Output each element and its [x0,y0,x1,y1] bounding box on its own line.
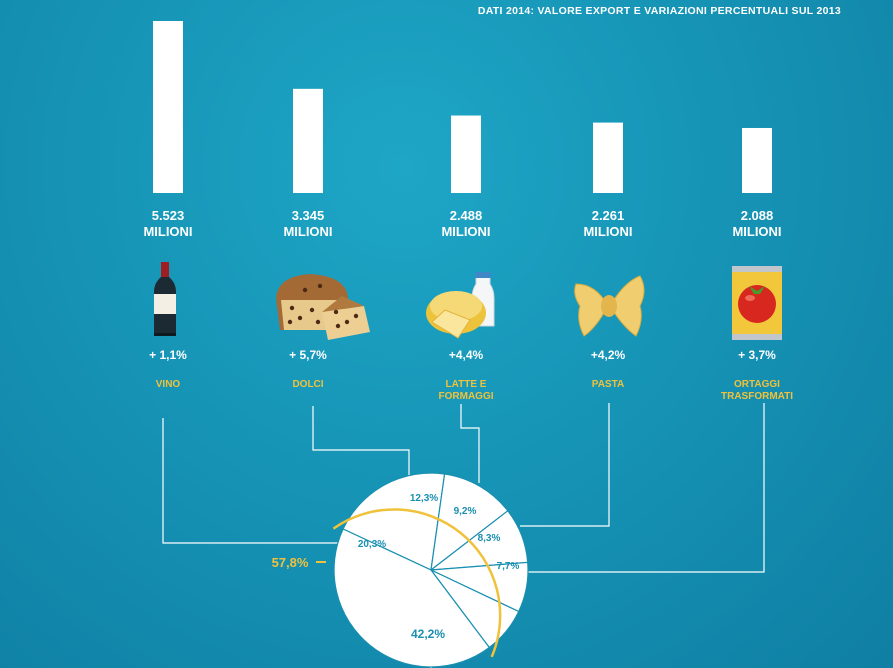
pie-slice [430,473,509,572]
category-label: LATTE E [446,379,487,390]
unit-label: MILIONI [143,224,192,239]
connector-lines [162,403,765,668]
value-label: 5.523 [152,208,185,223]
pie-slice-label: 42,2% [411,627,445,641]
category-label: ORTAGGI [734,379,780,390]
connector-line [520,403,610,527]
chart-title: DATI 2014: VALORE EXPORT E VARIAZIONI PE… [477,5,841,17]
value-label: 2.261 [592,208,625,223]
farfalle-pasta-icon [574,275,645,337]
connector-line [162,418,338,544]
bar [742,127,772,193]
panettone-icon [276,274,370,340]
category-label: PASTA [592,379,624,390]
bar [593,122,623,193]
category-label: FORMAGGI [439,391,494,402]
pie-slice-label: 8,3% [478,533,501,544]
category-icons [154,262,782,340]
milk-cheese-icon [426,272,495,339]
category-label: VINO [156,379,181,390]
value-label: 2.488 [450,208,483,223]
change-label: + 5,7% [289,348,327,362]
unit-label: MILIONI [283,224,332,239]
change-label: +4,4% [449,348,484,362]
category-label: DOLCI [292,379,323,390]
value-label: 3.345 [292,208,325,223]
pie-slice [333,528,491,668]
change-label: + 3,7% [738,348,776,362]
pie-slice-label: 12,3% [410,493,438,504]
pie-slice-label: 20,3% [358,539,386,550]
tomato-can-icon [732,266,782,340]
unit-label: MILIONI [732,224,781,239]
highlight-arc [332,508,502,658]
connector-line [312,406,410,476]
connector-line [460,404,480,483]
bar [451,115,481,193]
value-label: 2.088 [741,208,774,223]
connector-line [527,403,765,573]
wine-bottle-icon [154,262,176,336]
pie-slice-label: 7,7% [497,561,520,572]
bar [153,21,183,193]
unit-label: MILIONI [583,224,632,239]
change-label: + 1,1% [149,348,187,362]
bars [153,21,772,193]
pie-slice-label: 9,2% [454,506,477,517]
pie-chart: 20,3% 12,3% 9,2% 8,3% 7,7% 42,2% 57,8% [272,472,529,668]
change-label: +4,2% [591,348,626,362]
category-label: TRASFORMATI [721,391,793,402]
unit-label: MILIONI [441,224,490,239]
highlight-total: 57,8% [272,555,309,570]
bar [293,88,323,193]
